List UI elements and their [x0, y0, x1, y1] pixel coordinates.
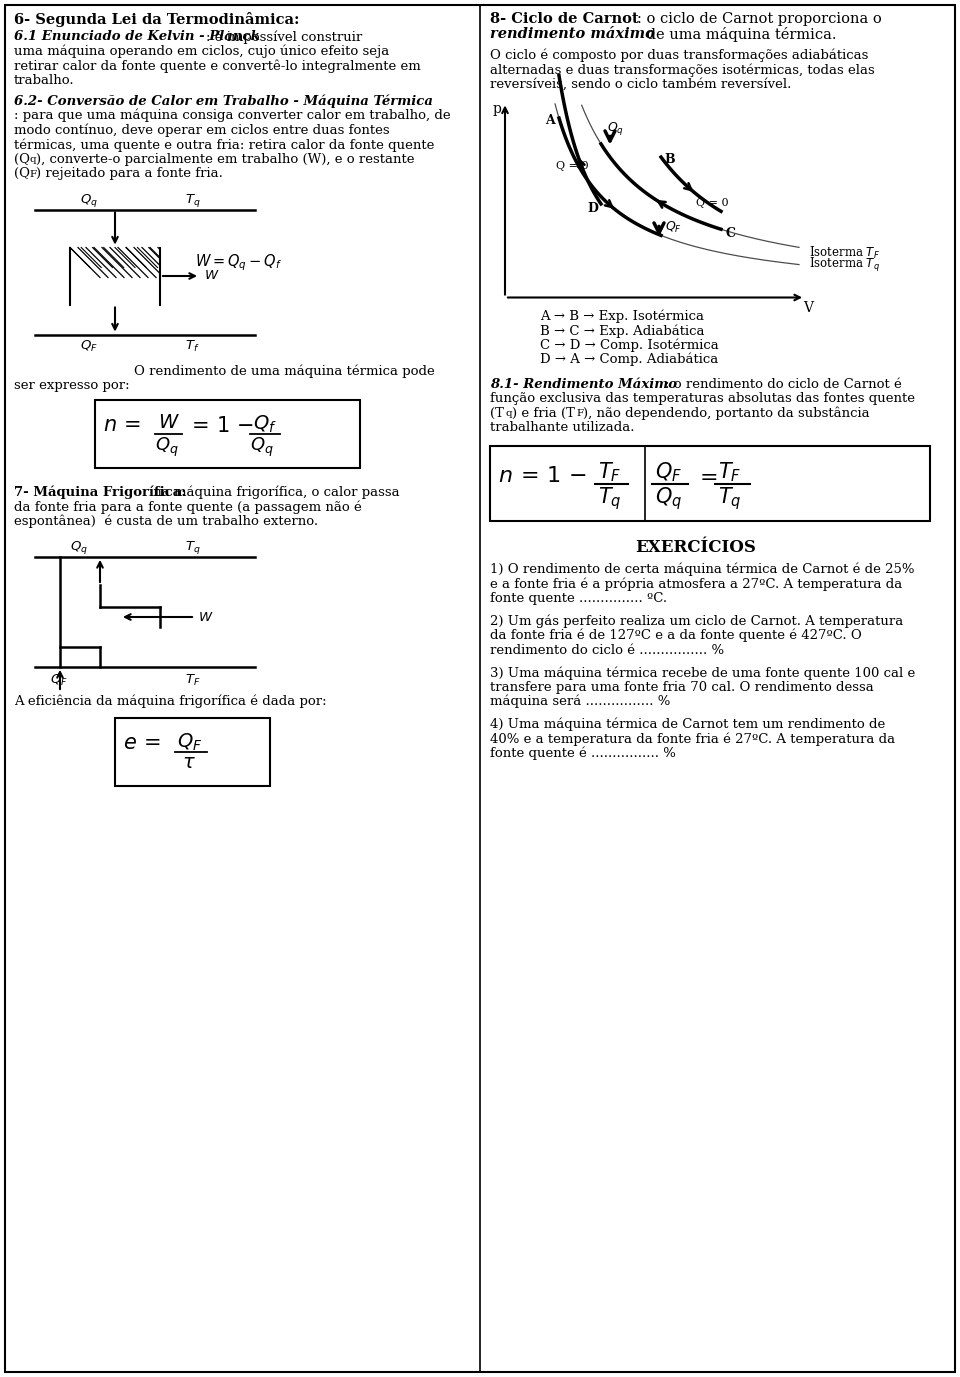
Text: trabalho.: trabalho. — [14, 74, 75, 87]
Text: $n\,=\,1\,-$: $n\,=\,1\,-$ — [498, 464, 587, 486]
Text: $W$: $W$ — [204, 269, 220, 282]
Text: $Q_F$: $Q_F$ — [177, 731, 203, 753]
Text: reversíveis, sendo o ciclo também reversível.: reversíveis, sendo o ciclo também revers… — [490, 78, 791, 91]
Text: $T_F$: $T_F$ — [185, 673, 201, 688]
Text: ), não dependendo, portanto da substância: ), não dependendo, portanto da substânci… — [583, 406, 870, 420]
Text: (Q: (Q — [14, 167, 30, 180]
Text: $T_F$: $T_F$ — [598, 460, 621, 485]
Text: $T_f$: $T_f$ — [185, 339, 200, 354]
Text: $T_q$: $T_q$ — [185, 538, 201, 556]
Bar — [490, 446, 930, 521]
Text: $Q_F$: $Q_F$ — [655, 460, 682, 485]
Text: B → C → Exp. Adiabática: B → C → Exp. Adiabática — [540, 324, 705, 337]
Text: EXERCÍCIOS: EXERCÍCIOS — [635, 538, 756, 555]
Text: 4) Uma máquina térmica de Carnot tem um rendimento de: 4) Uma máquina térmica de Carnot tem um … — [490, 717, 885, 731]
Text: q: q — [29, 156, 36, 164]
Text: D: D — [587, 202, 598, 215]
Text: $W$: $W$ — [158, 413, 180, 431]
Text: $Q_q$: $Q_q$ — [80, 191, 98, 208]
Text: 8- Ciclo de Carnot: 8- Ciclo de Carnot — [490, 12, 638, 26]
Text: 1) O rendimento de certa máquina térmica de Carnot é de 25%: 1) O rendimento de certa máquina térmica… — [490, 563, 915, 577]
Text: retirar calor da fonte quente e convertê-lo integralmente em: retirar calor da fonte quente e convertê… — [14, 59, 420, 73]
Text: $Q_q$: $Q_q$ — [250, 435, 274, 459]
Text: $e\, =\,$: $e\, =\,$ — [123, 734, 160, 753]
Text: $T_q$: $T_q$ — [718, 486, 741, 512]
Text: C: C — [725, 227, 735, 240]
Text: A eficiência da máquina frigorífica é dada por:: A eficiência da máquina frigorífica é da… — [14, 695, 326, 709]
Text: A: A — [545, 114, 555, 127]
Text: $T_q$: $T_q$ — [598, 486, 621, 512]
Text: Isoterma $T_q$: Isoterma $T_q$ — [809, 256, 880, 274]
Text: 7- Máquina Frigorífica:: 7- Máquina Frigorífica: — [14, 486, 186, 498]
Text: $Q_q$: $Q_q$ — [607, 120, 624, 136]
Text: 40% e a temperatura da fonte fria é 27ºC. A temperatura da: 40% e a temperatura da fonte fria é 27ºC… — [490, 733, 895, 745]
Text: $T_F$: $T_F$ — [718, 460, 741, 485]
Text: e a fonte fria é a própria atmosfera a 27ºC. A temperatura da: e a fonte fria é a própria atmosfera a 2… — [490, 577, 902, 591]
Text: $Q_q$: $Q_q$ — [155, 435, 179, 459]
Text: transfere para uma fonte fria 70 cal. O rendimento dessa: transfere para uma fonte fria 70 cal. O … — [490, 680, 874, 694]
Text: $T_q$: $T_q$ — [185, 191, 201, 208]
Text: C → D → Comp. Isotérmica: C → D → Comp. Isotérmica — [540, 339, 719, 353]
Text: ) e fria (T: ) e fria (T — [512, 406, 575, 420]
Text: de uma máquina térmica.: de uma máquina térmica. — [642, 26, 836, 41]
Text: B: B — [664, 153, 675, 167]
Text: F: F — [29, 169, 36, 179]
Text: $Q_F$: $Q_F$ — [80, 339, 98, 354]
Text: $Q_f$: $Q_f$ — [253, 413, 276, 435]
Text: modo contínuo, deve operar em ciclos entre duas fontes: modo contínuo, deve operar em ciclos ent… — [14, 124, 390, 136]
Text: $W = Q_q - Q_f$: $W = Q_q - Q_f$ — [195, 252, 282, 273]
Text: Q = 0: Q = 0 — [556, 161, 588, 171]
Text: O ciclo é composto por duas transformações adiabáticas: O ciclo é composto por duas transformaçõ… — [490, 50, 869, 62]
Text: rendimento do ciclo é ................ %: rendimento do ciclo é ................ % — [490, 643, 724, 657]
Text: p: p — [493, 102, 502, 117]
Text: V: V — [803, 302, 813, 315]
Text: A → B → Exp. Isotérmica: A → B → Exp. Isotérmica — [540, 310, 704, 324]
Text: 2) Um gás perfeito realiza um ciclo de Carnot. A temperatura: 2) Um gás perfeito realiza um ciclo de C… — [490, 614, 903, 628]
Text: : para que uma máquina consiga converter calor em trabalho, de: : para que uma máquina consiga converter… — [14, 109, 450, 123]
Text: na máquina frigorífica, o calor passa: na máquina frigorífica, o calor passa — [149, 486, 399, 498]
Text: fonte quente é ................ %: fonte quente é ................ % — [490, 746, 676, 760]
Text: função exclusiva das temperaturas absolutas das fontes quente: função exclusiva das temperaturas absolu… — [490, 392, 915, 405]
Text: ), converte-o parcialmente em trabalho (W), e o restante: ), converte-o parcialmente em trabalho (… — [36, 153, 415, 165]
Text: O rendimento de uma máquina térmica pode: O rendimento de uma máquina térmica pode — [134, 365, 435, 379]
Text: $Q_q$: $Q_q$ — [70, 538, 88, 556]
Text: $Q_F$: $Q_F$ — [50, 673, 68, 688]
Text: 6.1 Enunciado de Kelvin - Planck: 6.1 Enunciado de Kelvin - Planck — [14, 30, 260, 44]
Text: ser expresso por:: ser expresso por: — [14, 379, 130, 392]
Text: 3) Uma máquina térmica recebe de uma fonte quente 100 cal e: 3) Uma máquina térmica recebe de uma fon… — [490, 666, 915, 679]
Text: $Q_q$: $Q_q$ — [655, 486, 683, 512]
Text: q: q — [505, 409, 512, 419]
Text: : é impossível construir: : é impossível construir — [206, 30, 362, 44]
Text: espontânea)  é custa de um trabalho externo.: espontânea) é custa de um trabalho exter… — [14, 515, 318, 527]
Text: 6.2- Conversão de Calor em Trabalho - Máquina Térmica: 6.2- Conversão de Calor em Trabalho - Má… — [14, 95, 433, 107]
Text: D → A → Comp. Adiabática: D → A → Comp. Adiabática — [540, 353, 718, 366]
Text: rendimento máximo: rendimento máximo — [490, 26, 655, 40]
Text: ) rejeitado para a fonte fria.: ) rejeitado para a fonte fria. — [36, 167, 223, 180]
Text: $\tau$: $\tau$ — [182, 753, 196, 771]
Text: trabalhante utilizada.: trabalhante utilizada. — [490, 421, 635, 434]
Bar — [115, 717, 270, 785]
Text: máquina será ................ %: máquina será ................ % — [490, 695, 670, 709]
Text: Q = 0: Q = 0 — [696, 198, 729, 208]
Text: 8.1- Rendimento Máximo: 8.1- Rendimento Máximo — [490, 377, 677, 391]
Text: : o ciclo de Carnot proporciona o: : o ciclo de Carnot proporciona o — [637, 12, 881, 26]
Bar — [95, 399, 360, 468]
Text: da fonte fria para a fonte quente (a passagem não é: da fonte fria para a fonte quente (a pas… — [14, 500, 362, 514]
Text: 6- Segunda Lei da Termodinâmica:: 6- Segunda Lei da Termodinâmica: — [14, 12, 300, 28]
Text: fonte quente ............... ºC.: fonte quente ............... ºC. — [490, 592, 667, 605]
Text: F: F — [576, 409, 583, 419]
Text: uma máquina operando em ciclos, cujo único efeito seja: uma máquina operando em ciclos, cujo úni… — [14, 45, 389, 58]
Text: $=$: $=$ — [695, 464, 717, 486]
Text: $=\,1\,-$: $=\,1\,-$ — [187, 416, 254, 435]
Text: : o rendimento do ciclo de Carnot é: : o rendimento do ciclo de Carnot é — [665, 377, 901, 391]
Text: da fonte fria é de 127ºC e a da fonte quente é 427ºC. O: da fonte fria é de 127ºC e a da fonte qu… — [490, 629, 862, 643]
Text: $n\, =\,$: $n\, =\,$ — [103, 416, 141, 435]
Text: (Q: (Q — [14, 153, 30, 165]
Text: Isoterma $T_F$: Isoterma $T_F$ — [809, 245, 880, 262]
Text: alternadas e duas transformações isotérmicas, todas elas: alternadas e duas transformações isotérm… — [490, 63, 875, 77]
Text: (T: (T — [490, 406, 504, 420]
Text: $Q_F$: $Q_F$ — [665, 219, 682, 234]
Text: $W$: $W$ — [198, 611, 213, 624]
Text: térmicas, uma quente e outra fria: retira calor da fonte quente: térmicas, uma quente e outra fria: retir… — [14, 138, 434, 151]
